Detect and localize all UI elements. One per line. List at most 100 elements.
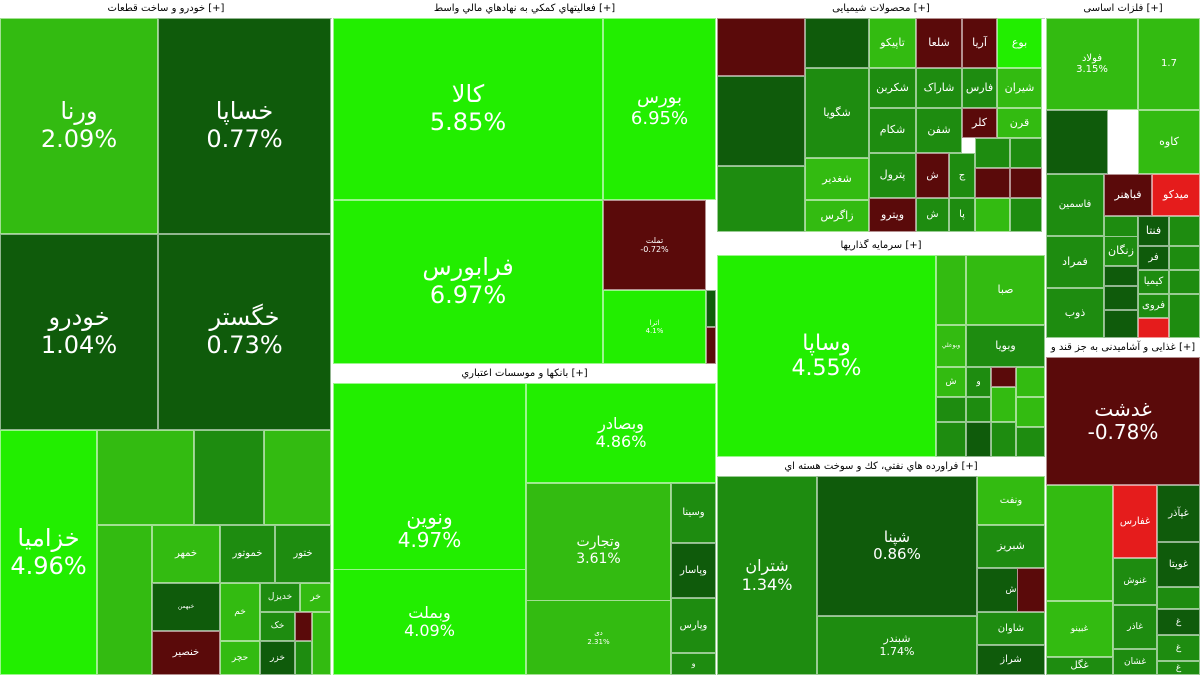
treemap-tile[interactable]: فروی (1138, 294, 1169, 318)
treemap-tile[interactable]: ویترو (869, 198, 916, 232)
treemap-tile[interactable] (1016, 427, 1045, 457)
treemap-tile[interactable]: غپآذر (1157, 485, 1200, 542)
treemap-tile[interactable]: وبملت 4.09% (333, 569, 526, 675)
treemap-tile[interactable]: بوع (997, 18, 1042, 68)
treemap-tile[interactable]: شفن (916, 108, 962, 153)
treemap-tile[interactable]: تاپیکو (869, 18, 916, 68)
treemap-tile[interactable] (1046, 485, 1113, 601)
treemap-tile[interactable] (1010, 198, 1042, 232)
treemap-tile[interactable]: تملت -0.72% (603, 200, 706, 290)
treemap-tile[interactable]: آریا (962, 18, 997, 68)
treemap-tile[interactable]: وبوعلي (936, 325, 966, 367)
treemap-tile[interactable]: قرن (997, 108, 1042, 138)
treemap-tile[interactable]: شغدیر (805, 158, 869, 200)
treemap-tile[interactable] (194, 430, 264, 525)
treemap-tile[interactable]: فمراد (1046, 236, 1104, 288)
treemap-tile[interactable]: غبینو (1046, 601, 1113, 657)
treemap-tile[interactable]: فنتا (1138, 216, 1169, 246)
treemap-tile[interactable] (97, 430, 194, 525)
treemap-tile[interactable] (1010, 168, 1042, 198)
treemap-tile[interactable]: شبندر 1.74% (817, 616, 977, 675)
treemap-tile[interactable]: ش (916, 153, 949, 198)
treemap-tile[interactable] (936, 422, 966, 457)
treemap-tile[interactable]: کیمیا (1138, 270, 1169, 294)
treemap-tile[interactable]: ختور (275, 525, 331, 583)
treemap-tile[interactable] (1104, 286, 1138, 310)
treemap-tile[interactable] (295, 612, 312, 641)
treemap-tile[interactable]: کالا 5.85% (333, 18, 603, 200)
treemap-tile[interactable] (1046, 110, 1108, 174)
treemap-tile[interactable]: شراز (977, 645, 1045, 675)
treemap-tile[interactable] (717, 18, 805, 76)
sector-title[interactable]: محصولات شیمیایی [+] (717, 0, 1045, 19)
treemap-tile[interactable]: خر (300, 583, 331, 612)
sector-title[interactable]: سرمایه گذاریها [+] (717, 237, 1045, 256)
treemap-tile[interactable]: دی 2.31% (526, 600, 671, 675)
treemap-tile[interactable]: غگل (1046, 657, 1113, 675)
treemap-tile[interactable]: خبهمن (152, 583, 220, 631)
treemap-tile[interactable] (1169, 216, 1200, 246)
treemap-tile[interactable] (1016, 367, 1045, 397)
treemap-tile[interactable] (991, 367, 1016, 387)
treemap-tile[interactable]: وبصادر 4.86% (526, 383, 716, 483)
treemap-tile[interactable]: خنصیر (152, 631, 220, 675)
treemap-tile[interactable] (1169, 246, 1200, 270)
sector-title[interactable]: خودرو و ساخت قطعات [+] (0, 0, 332, 19)
treemap-tile[interactable] (991, 422, 1016, 457)
treemap-tile[interactable]: فر (1138, 246, 1169, 270)
treemap-tile[interactable]: خودرو 1.04% (0, 234, 158, 430)
treemap-tile[interactable]: وساپا 4.55% (717, 255, 936, 457)
treemap-tile[interactable] (1138, 318, 1169, 338)
sector-title[interactable]: غذایی و آشامیدنی به جز قند و [+] (1046, 339, 1200, 358)
treemap-tile[interactable]: زنگان (1104, 236, 1138, 266)
treemap-tile[interactable] (1017, 568, 1045, 612)
treemap-tile[interactable] (1157, 587, 1200, 609)
treemap-tile[interactable] (717, 166, 805, 232)
treemap-tile[interactable]: غدشت -0.78% (1046, 357, 1200, 485)
treemap-tile[interactable]: خم (220, 583, 260, 641)
treemap-tile[interactable]: شپنا 0.86% (817, 476, 977, 616)
treemap-tile[interactable] (975, 198, 1010, 232)
treemap-tile[interactable]: فولاد 3.15% (1046, 18, 1138, 110)
treemap-tile[interactable]: خموتور (220, 525, 275, 583)
treemap-tile[interactable] (97, 525, 152, 675)
treemap-tile[interactable]: کاوه (1138, 110, 1200, 174)
sector-title[interactable]: فلزات اساسی [+] (1046, 0, 1200, 19)
treemap-tile[interactable] (706, 327, 716, 364)
treemap-tile[interactable] (936, 397, 966, 422)
treemap-tile[interactable]: زاگرس (805, 200, 869, 232)
treemap-tile[interactable]: بورس 6.95% (603, 18, 716, 200)
treemap-tile[interactable] (264, 430, 331, 525)
treemap-tile[interactable]: غویتا (1157, 542, 1200, 587)
treemap-tile[interactable]: شاراک (916, 68, 962, 108)
treemap-tile[interactable] (1010, 138, 1042, 168)
treemap-tile[interactable] (936, 255, 966, 325)
treemap-tile[interactable]: پترول (869, 153, 916, 198)
treemap-tile[interactable] (991, 387, 1016, 422)
sector-title[interactable]: بانكها و موسسات اعتباري [+] (333, 365, 716, 384)
treemap-tile[interactable]: ش (936, 367, 966, 397)
treemap-tile[interactable]: فارس (962, 68, 997, 108)
treemap-tile[interactable]: غ (1157, 635, 1200, 661)
treemap-tile[interactable]: وپارس (671, 598, 716, 653)
treemap-tile[interactable] (706, 290, 716, 327)
treemap-tile[interactable]: 1.7 (1138, 18, 1200, 110)
treemap-tile[interactable]: خزر (260, 641, 295, 675)
treemap-tile[interactable]: شتران 1.34% (717, 476, 817, 675)
treemap-tile[interactable]: خگستر 0.73% (158, 234, 331, 430)
treemap-tile[interactable]: فباهنر (1104, 174, 1152, 216)
treemap-tile[interactable] (1169, 270, 1200, 294)
sector-title[interactable]: فراورده هاي نفتي، كك و سوخت هسته اي [+] (717, 458, 1045, 477)
treemap-tile[interactable]: پا (949, 198, 975, 232)
treemap-tile[interactable]: شلعا (916, 18, 962, 68)
treemap-tile[interactable]: ورنا 2.09% (0, 18, 158, 234)
treemap-tile[interactable]: ذوب (1046, 288, 1104, 338)
treemap-tile[interactable]: ونفت (977, 476, 1045, 525)
treemap-tile[interactable]: و (671, 653, 716, 675)
treemap-tile[interactable]: خساپا 0.77% (158, 18, 331, 234)
treemap-tile[interactable] (1104, 266, 1138, 286)
treemap-tile[interactable]: ج (949, 153, 975, 198)
treemap-tile[interactable]: صبا (966, 255, 1045, 325)
treemap-tile[interactable]: خک (260, 612, 295, 641)
treemap-tile[interactable]: شبریز (977, 525, 1045, 568)
